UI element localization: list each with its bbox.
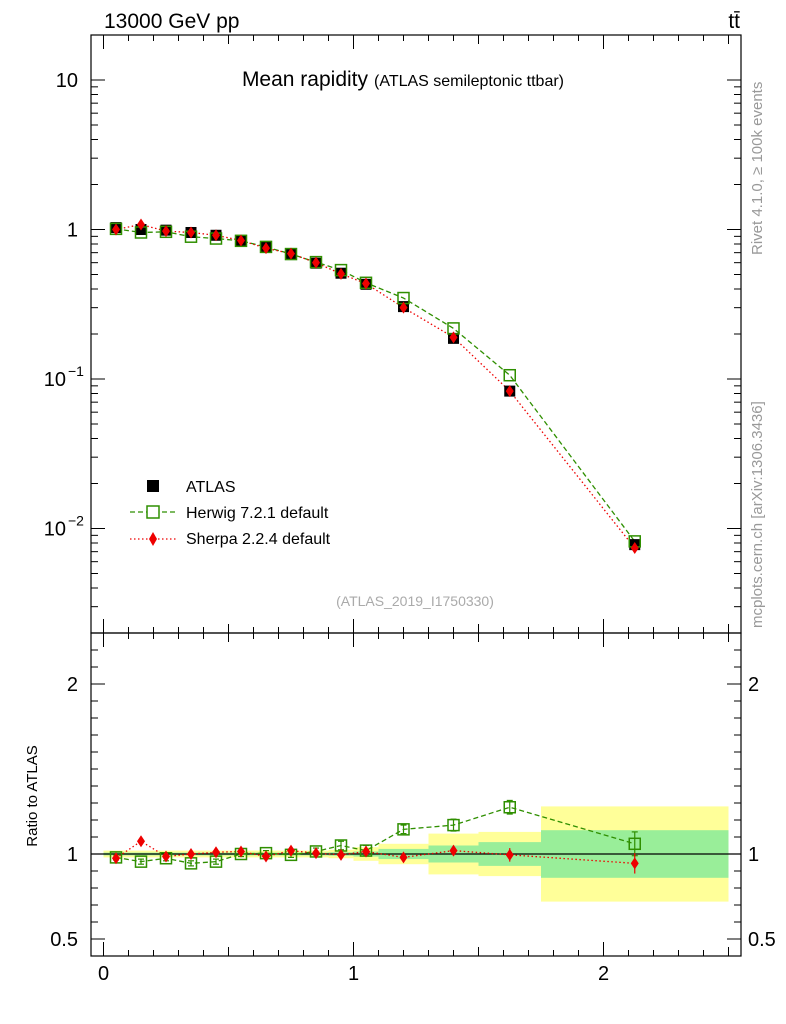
sherpa-point xyxy=(362,277,370,290)
sherpa-point xyxy=(287,247,295,260)
herwig-point xyxy=(503,368,516,382)
sherpa-point xyxy=(505,385,514,398)
rivet-version-label: Rivet 4.1.0, ≥ 100k events xyxy=(749,82,766,255)
sherpa-point xyxy=(162,225,170,238)
legend-sherpa-marker xyxy=(149,532,157,546)
sherpa-ratio-point xyxy=(237,845,245,858)
sherpa-point xyxy=(237,234,245,247)
y-tick-label: 1 xyxy=(67,220,78,242)
x-tick-label: 0 xyxy=(98,963,109,985)
x-tick-label: 2 xyxy=(598,963,609,985)
sherpa-point xyxy=(262,242,270,255)
y-tick-label: 10 xyxy=(44,519,66,541)
ratio-y-tick-label-right: 0.5 xyxy=(748,929,776,951)
sherpa-ratio-point xyxy=(630,857,639,870)
ratio-ticks xyxy=(91,633,741,956)
y-tick-label: 10 xyxy=(56,70,78,92)
sherpa-point xyxy=(399,301,408,314)
sherpa-ratio-point xyxy=(505,848,514,861)
sherpa-ratio-point xyxy=(212,846,220,859)
legend-atlas-marker xyxy=(147,480,159,492)
sherpa-ratio-point xyxy=(287,844,295,857)
ratio-y-tick-label-right: 1 xyxy=(748,844,759,866)
energy-label: 13000 GeV pp xyxy=(104,10,239,33)
analysis-id: (ATLAS_2019_I1750330) xyxy=(336,593,494,609)
y-tick-label: 10 xyxy=(44,369,66,391)
chart-title: Mean rapidity xyxy=(242,68,369,91)
sherpa-point xyxy=(187,226,195,239)
sherpa-ratio-point xyxy=(362,845,370,858)
sherpa-ratio-point xyxy=(162,850,170,863)
sherpa-point xyxy=(449,331,458,344)
sherpa-point xyxy=(137,218,145,231)
sherpa-point xyxy=(337,267,345,280)
sherpa-line xyxy=(115,223,636,549)
herwig-ratio-point xyxy=(628,837,641,851)
y-tick-label-exponent: −1 xyxy=(68,363,84,379)
x-tick-label: 1 xyxy=(348,963,359,985)
main-series xyxy=(109,218,641,555)
y-tick-label-exponent: −2 xyxy=(68,513,84,529)
sherpa-ratio-point xyxy=(262,850,270,863)
ratio-y-tick-labels: 2 2 1 1 0.5 0.5 xyxy=(50,674,776,951)
sherpa-ratio-point xyxy=(187,848,195,860)
ratio-panel: 2 2 1 1 0.5 0.5 0 1 2 Ratio to ATLAS xyxy=(24,632,776,985)
ratio-y-axis-label: Ratio to ATLAS xyxy=(24,745,41,846)
sherpa-ratio-point xyxy=(337,848,345,861)
sherpa-point xyxy=(312,256,320,269)
legend-herwig-label: Herwig 7.2.1 default xyxy=(186,505,329,522)
sherpa-ratio-point xyxy=(112,852,120,865)
process-label: tt̄ xyxy=(728,10,740,33)
ratio-series xyxy=(109,799,641,874)
sherpa-ratio-point xyxy=(449,844,458,857)
herwig-ratio-point xyxy=(503,801,516,814)
ratio-frame xyxy=(90,632,742,957)
herwig-ratio-point xyxy=(447,818,460,832)
ratio-y-tick-label: 0.5 xyxy=(50,929,78,951)
ratio-y-tick-label-right: 2 xyxy=(748,674,759,696)
chart-subtitle: (ATLAS semileptonic ttbar) xyxy=(374,73,564,90)
mcplots-label: mcplots.cern.ch [arXiv:1306.3436] xyxy=(749,401,766,628)
x-tick-labels: 0 1 2 xyxy=(98,963,609,985)
main-ticks xyxy=(91,34,741,634)
sherpa-ratio-line xyxy=(115,840,635,864)
sherpa-ratio-point xyxy=(137,835,145,848)
sherpa-point xyxy=(212,229,220,242)
sherpa-ratio-point xyxy=(312,847,320,860)
herwig-ratio-point xyxy=(397,823,410,836)
legend-atlas-label: ATLAS xyxy=(186,479,236,496)
legend: ATLAS Herwig 7.2.1 default Sherpa 2.2.4 … xyxy=(130,479,331,548)
sherpa-point xyxy=(112,223,120,236)
main-panel: Mean rapidity (ATLAS semileptonic ttbar)… xyxy=(44,34,742,634)
sherpa-ratio-point xyxy=(399,851,408,864)
legend-herwig-marker xyxy=(146,505,160,519)
legend-sherpa-label: Sherpa 2.2.4 default xyxy=(186,531,331,548)
sherpa-point xyxy=(630,542,639,555)
ratio-y-tick-label: 2 xyxy=(67,674,78,696)
herwig-ratio-point xyxy=(134,855,148,868)
ratio-y-tick-label: 1 xyxy=(67,844,78,866)
